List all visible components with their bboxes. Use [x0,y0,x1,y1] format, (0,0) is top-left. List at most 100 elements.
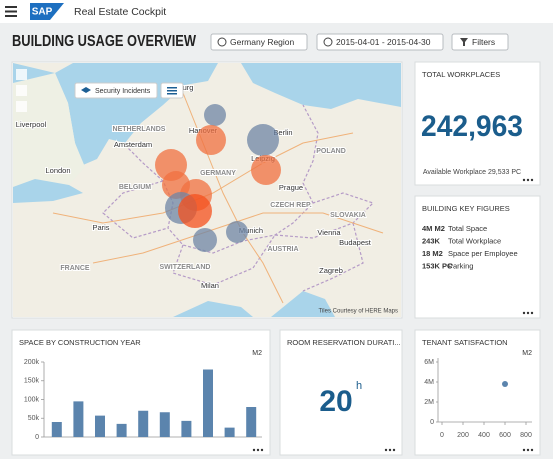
card-title: BUILDING KEY FIGURES [422,204,510,213]
app-title: Real Estate Cockpit [74,6,166,18]
list-button[interactable] [160,82,184,99]
card-title: SPACE BY CONSTRUCTION YEAR [19,338,141,347]
y-tick-label: 0 [430,419,434,426]
filters-button[interactable]: Filters [451,33,509,51]
card-title: ROOM RESERVATION DURATI... [287,338,401,347]
y-tick-label: 2M [424,399,434,406]
bar [51,422,62,437]
figure-label: Total Space [448,224,487,233]
button-frame [74,82,158,99]
kpi-footnote: Available Workplace 29,533 PC [423,169,521,176]
menu-line [5,6,17,8]
map-label: Budapest [339,238,372,247]
y-tick-label: 200k [24,359,40,366]
list-icon [167,87,177,89]
map[interactable]: HamburgBerlinHanoverNETHERLANDSAmsterdam… [13,63,401,317]
menu-button[interactable] [5,6,17,17]
map-label: NETHERLANDS [113,126,166,133]
bar [116,423,127,437]
menu-dot [530,311,534,315]
attribution: Tiles Courtesy of HERE Maps [319,309,398,315]
sea [271,291,335,317]
x-tick-label: 0 [440,432,444,439]
bar [138,410,149,437]
menu-dot [522,448,526,452]
x-tick-label: 200 [457,432,469,439]
unit-label: M2 [252,350,262,357]
page-title: BUILDING USAGE OVERVIEW [12,33,197,50]
x-tick-label: 600 [499,432,511,439]
y-tick-label: 4M [424,379,434,386]
button-label: Germany Region [230,37,295,47]
bar [203,369,213,437]
incident-bubbles [155,104,281,252]
map-control[interactable] [16,85,27,96]
menu-dot [522,311,526,315]
figure-value: 4M M2 [422,224,445,233]
bar [181,420,192,437]
map-label: BELGIUM [119,184,151,191]
sea [13,179,83,203]
kpi-card[interactable] [279,329,403,456]
figure-label: Space per Employee [448,249,518,258]
bubble [226,221,248,243]
sea [241,63,401,109]
menu-line [5,15,17,17]
menu-dot [384,448,388,452]
chart-card[interactable] [414,329,541,456]
menu-line [5,10,17,13]
date-button[interactable]: 2015-04-01 - 2015-04-30 [316,33,444,51]
map-label: POLAND [316,148,346,155]
card-menus[interactable] [252,178,534,452]
x-tick-label: 800 [520,432,532,439]
list-icon [167,90,177,92]
card-title: TOTAL WORKPLACES [422,70,500,79]
menu-dot [526,448,530,452]
map-control[interactable] [16,69,27,80]
map-label: SLOVAKIA [330,212,366,219]
menu-dot [526,311,530,315]
kpi-card[interactable] [414,61,541,186]
button-label: 2015-04-01 - 2015-04-30 [336,37,431,47]
menu-dot [530,178,534,182]
menu-dot [392,448,396,452]
map-controls[interactable] [16,69,27,112]
bar [246,407,257,437]
figure-value: 153K PC [422,261,453,270]
layer-icon [81,87,91,93]
map-label: CZECH REP. [270,202,312,209]
road [52,132,354,224]
map-label: Amsterdam [114,140,152,149]
figure-value: 18 M2 [422,249,443,258]
menu-dot [530,448,534,452]
menu-dot [260,448,264,452]
bubble [251,155,281,185]
shell-bar [0,0,553,23]
map-label: Munich [239,226,263,235]
globe-icon [217,37,227,47]
key-figures-card[interactable] [414,195,541,319]
region-button[interactable]: Germany Region [210,33,308,51]
sea [173,301,253,317]
map-label: FRANCE [60,265,89,272]
bubble [178,194,212,228]
map-label: Prague [279,183,303,192]
y-tick-label: 6M [424,359,434,366]
y-tick-label: 100k [24,396,40,403]
menu-dot [388,448,392,452]
map-label: Milan [201,281,219,290]
layer-label: Security Incidents [95,88,151,95]
map-label: Zagreb [319,266,343,275]
key-figures: 4M M2 Total Space 243K Total Workplace 18 M2… [422,224,518,271]
menu-dot [252,448,256,452]
map-label: SWITZERLAND [160,264,211,271]
map-label: Paris [92,223,109,232]
layer-button[interactable]: Security Incidents [74,82,158,99]
figure-value: 243K [422,236,441,245]
bar [73,401,84,437]
map-control[interactable] [16,101,27,112]
menu-dot [522,178,526,182]
clock-icon [323,37,333,47]
